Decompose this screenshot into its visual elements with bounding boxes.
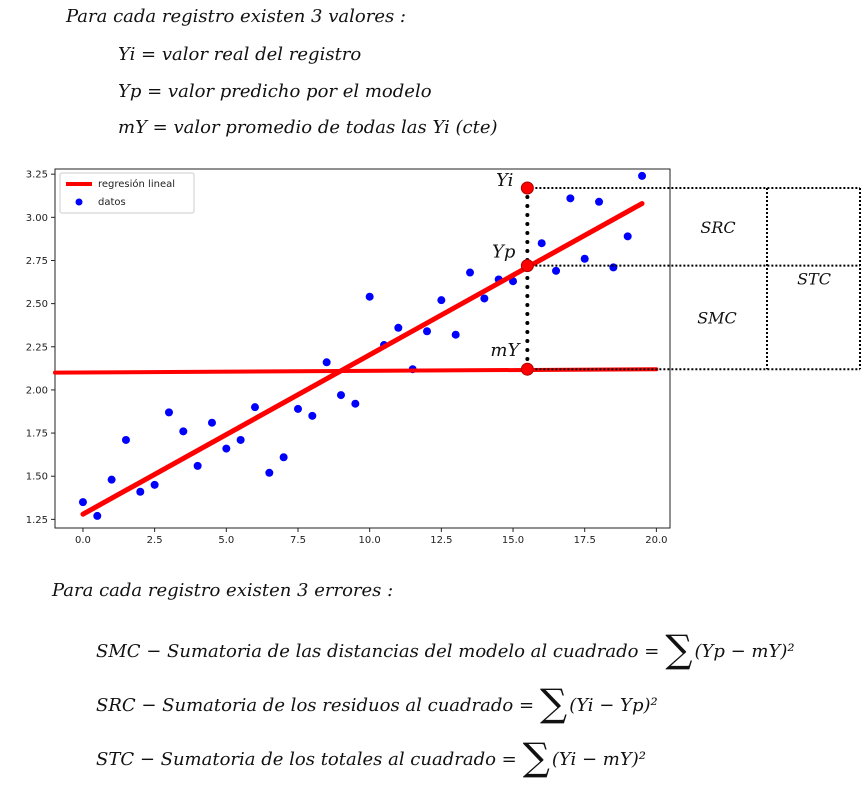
formula-src: SRC − Sumatoria de los residuos al cuadr… bbox=[96, 681, 658, 725]
data-point bbox=[480, 294, 489, 303]
label-yi: Yi bbox=[496, 170, 513, 191]
x-tick-label: 20.0 bbox=[645, 535, 667, 546]
data-point bbox=[580, 254, 589, 263]
data-point bbox=[179, 427, 188, 436]
sum-symbol: ∑ bbox=[522, 735, 550, 779]
data-point bbox=[394, 323, 403, 332]
data-point bbox=[595, 197, 604, 206]
x-tick-label: 2.5 bbox=[147, 535, 163, 546]
highlight-marker bbox=[520, 362, 534, 376]
data-point bbox=[466, 268, 475, 277]
y-tick-label: 2.25 bbox=[26, 342, 48, 353]
label-yp: Yp bbox=[492, 242, 516, 263]
y-tick-label: 1.75 bbox=[26, 429, 48, 440]
label-my: mY bbox=[490, 340, 521, 361]
data-point bbox=[93, 511, 102, 520]
definition-my: mY = valor promedio de todas las Yi (cte… bbox=[118, 117, 498, 138]
data-point bbox=[509, 277, 518, 286]
label-smc: SMC bbox=[697, 308, 737, 327]
data-point bbox=[623, 232, 632, 241]
x-tick-label: 10.0 bbox=[359, 535, 381, 546]
x-tick-label: 0.0 bbox=[75, 535, 91, 546]
formula-smc-lhs: SMC − Sumatoria de las distancias del mo… bbox=[96, 640, 660, 662]
data-point bbox=[638, 171, 647, 180]
data-point bbox=[322, 358, 331, 367]
data-point bbox=[437, 296, 446, 305]
x-tick-label: 15.0 bbox=[502, 535, 524, 546]
legend-box bbox=[59, 172, 195, 214]
data-point bbox=[537, 239, 546, 248]
data-point bbox=[78, 498, 87, 507]
intro-line: Para cada registro existen 3 valores : bbox=[66, 6, 406, 27]
data-point bbox=[193, 461, 202, 470]
data-point bbox=[552, 266, 561, 275]
formula-smc: SMC − Sumatoria de las distancias del mo… bbox=[96, 627, 795, 671]
regression-line bbox=[80, 201, 645, 517]
definition-yp: Yp = valor predicho por el modelo bbox=[118, 81, 432, 102]
formula-src-lhs: SRC − Sumatoria de los residuos al cuadr… bbox=[96, 694, 535, 716]
data-point bbox=[250, 403, 259, 412]
x-tick-label: 5.0 bbox=[218, 535, 234, 546]
sum-symbol: ∑ bbox=[665, 627, 693, 671]
x-tick-label: 17.5 bbox=[574, 535, 596, 546]
y-tick-label: 3.00 bbox=[26, 213, 48, 224]
x-tick-label: 7.5 bbox=[290, 535, 306, 546]
formula-stc-lhs: STC − Sumatoria de los totales al cuadra… bbox=[96, 748, 517, 770]
data-point bbox=[423, 327, 432, 336]
highlight-marker bbox=[520, 259, 534, 273]
data-point bbox=[222, 444, 231, 453]
data-point bbox=[609, 263, 618, 272]
label-stc: STC bbox=[797, 270, 831, 289]
definition-yi: Yi = valor real del registro bbox=[118, 44, 362, 65]
data-point bbox=[308, 411, 317, 420]
data-point bbox=[107, 475, 116, 484]
legend-label-regression: regresión lineal bbox=[98, 178, 175, 190]
formula-stc-rhs: (Yi − mY)² bbox=[551, 748, 646, 770]
errors-title: Para cada registro existen 3 errores : bbox=[52, 580, 394, 601]
data-point bbox=[451, 330, 460, 339]
data-point bbox=[336, 391, 345, 400]
formula-smc-rhs: (Yp − mY)² bbox=[694, 640, 795, 662]
x-tick-label: 12.5 bbox=[430, 535, 452, 546]
sum-symbol: ∑ bbox=[540, 681, 568, 725]
data-point bbox=[293, 404, 302, 413]
legend-label-data: datos bbox=[98, 197, 126, 208]
formula-stc: STC − Sumatoria de los totales al cuadra… bbox=[96, 735, 646, 779]
y-tick-label: 2.75 bbox=[26, 256, 48, 267]
legend-point-swatch bbox=[75, 198, 83, 206]
data-point bbox=[279, 453, 288, 462]
formula-src-rhs: (Yi − Yp)² bbox=[569, 694, 658, 716]
plot-frame bbox=[54, 168, 671, 529]
data-point bbox=[164, 408, 173, 417]
data-point bbox=[351, 399, 360, 408]
data-point bbox=[136, 487, 145, 496]
data-point bbox=[365, 292, 374, 301]
data-point bbox=[121, 435, 130, 444]
data-point bbox=[150, 480, 159, 489]
y-tick-label: 1.50 bbox=[26, 472, 48, 483]
y-tick-label: 3.25 bbox=[26, 170, 48, 181]
y-tick-label: 1.25 bbox=[26, 515, 48, 526]
data-point bbox=[566, 194, 575, 203]
y-tick-label: 2.50 bbox=[26, 299, 48, 310]
data-point bbox=[265, 468, 274, 477]
mean-line bbox=[53, 367, 659, 375]
regression-chart: 0.0 2.5 5.0 7.5 10.0 12.5 15.0 17.5 20.0 1.25 1.50… bbox=[26, 168, 861, 546]
y-tick-label: 2.00 bbox=[26, 385, 48, 396]
data-point bbox=[207, 418, 216, 427]
highlight-marker bbox=[520, 181, 534, 195]
label-src: SRC bbox=[700, 218, 735, 237]
data-point bbox=[236, 435, 245, 444]
